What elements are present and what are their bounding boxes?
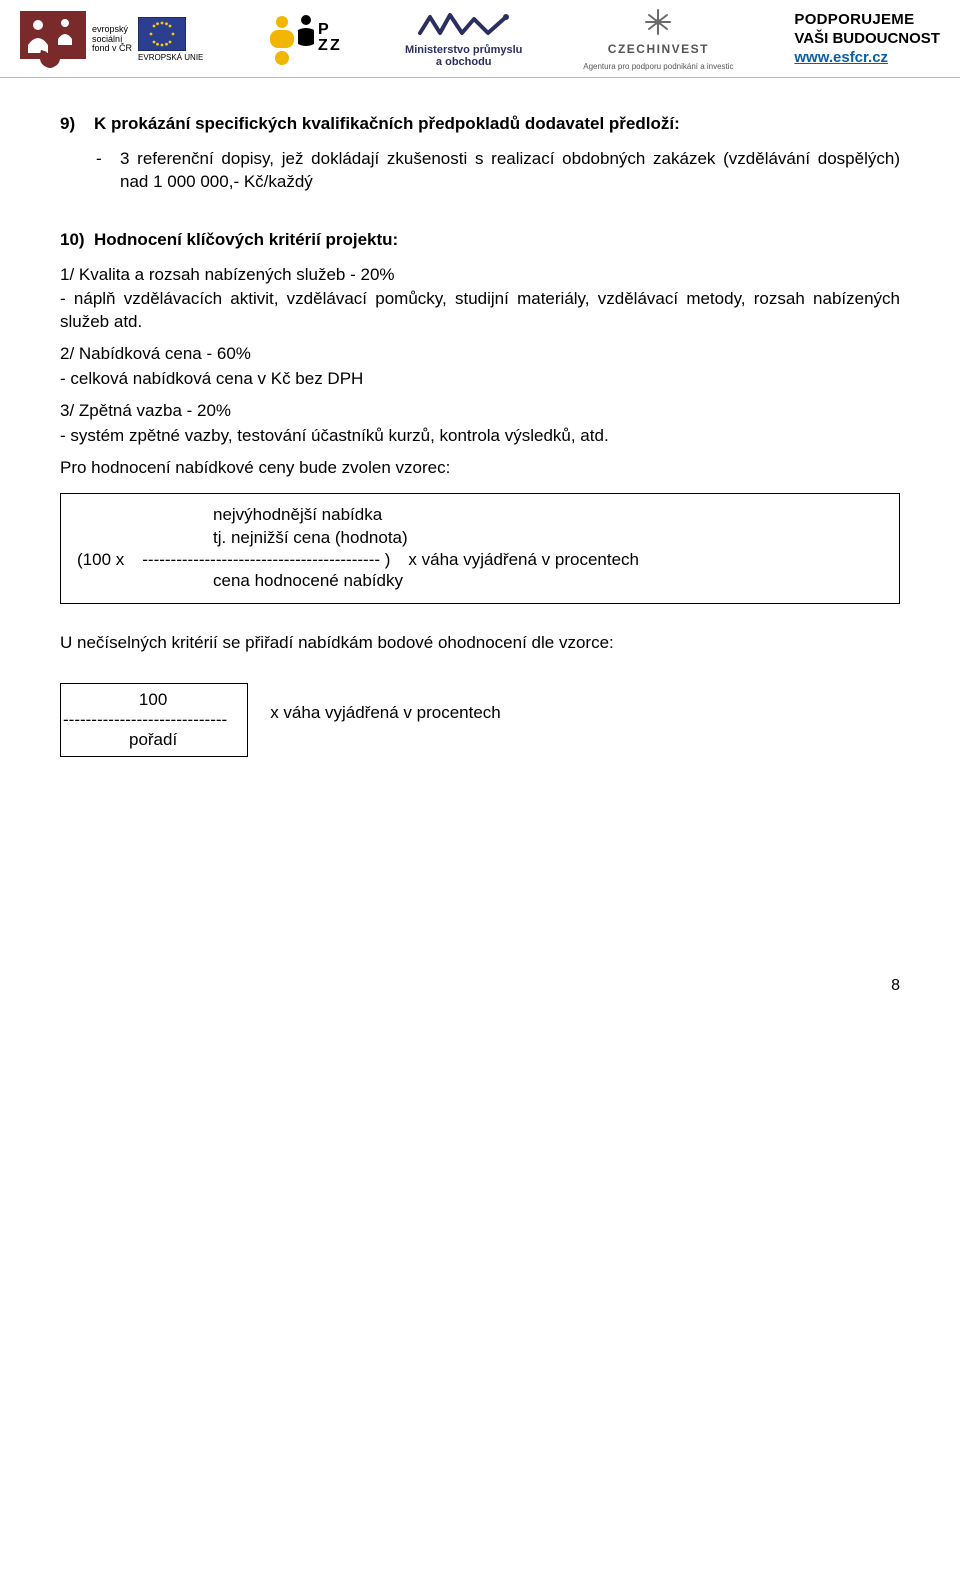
- formula-main-row: (100 x ---------------------------------…: [77, 550, 883, 570]
- criterion-2-desc: - celková nabídková cena v Kč bez DPH: [60, 368, 900, 390]
- formula2-top: 100: [79, 690, 227, 710]
- support-line-2: VAŠI BUDOUCNOST: [794, 30, 940, 49]
- formula-intro: Pro hodnocení nabídkové ceny bude zvolen…: [60, 457, 900, 479]
- section-10-heading: 10) Hodnocení klíčových kritérií projekt…: [60, 230, 900, 250]
- esf-eu-logo-block: evropský sociální fond v ČR EVROPSKÁ UNI…: [20, 11, 203, 69]
- mpo-logo-block: Ministerstvo průmyslu a obchodu: [405, 11, 522, 68]
- esf-logo-icon: [20, 11, 86, 69]
- section-9-title: K prokázání specifických kvalifikačních …: [94, 114, 900, 134]
- section-10-title: Hodnocení klíčových kritérií projektu:: [94, 230, 900, 250]
- czechinvest-logo-block: CZECHINVEST Agentura pro podporu podniká…: [583, 8, 733, 71]
- criterion-1-desc: - náplň vzdělávacích aktivit, vzdělávací…: [60, 288, 900, 333]
- price-formula-box: nejvýhodnější nabídka tj. nejnižší cena …: [60, 493, 900, 604]
- page-number: 8: [60, 977, 900, 995]
- svg-text:P: P: [318, 21, 329, 38]
- czechinvest-logo-icon: [638, 8, 678, 36]
- esf-text-label: evropský sociální fond v ČR: [92, 25, 132, 55]
- section-10-number: 10): [60, 230, 94, 250]
- eu-label: EVROPSKÁ UNIE: [138, 53, 203, 62]
- formula2-denom: pořadí: [79, 730, 227, 750]
- section-9-bullets: 3 referenční dopisy, jež dokládají zkuše…: [60, 148, 900, 194]
- criterion-1-line: 1/ Kvalita a rozsah nabízených služeb - …: [60, 264, 900, 286]
- formula-numerator: nejvýhodnější nabídka tj. nejnižší cena …: [77, 504, 883, 550]
- mpo-line: Ministerstvo průmyslu: [405, 45, 522, 57]
- formula-divider-line: ----------------------------------------…: [142, 550, 390, 570]
- criterion-2-line: 2/ Nabídková cena - 60%: [60, 343, 900, 365]
- formula2-suffix: x váha vyjádřená v procentech: [270, 703, 501, 723]
- czechinvest-sub: Agentura pro podporu podnikání a investi…: [583, 62, 733, 71]
- section-9-number: 9): [60, 114, 94, 134]
- esf-label-line: fond v ČR: [92, 44, 132, 54]
- mpo-logo-icon: [416, 11, 512, 39]
- formula-prefix: (100 x: [77, 550, 124, 570]
- formula-denominator: cena hodnocené nabídky: [77, 570, 883, 593]
- list-item: 3 referenční dopisy, jež dokládají zkuše…: [120, 148, 900, 194]
- support-link[interactable]: www.esfcr.cz: [794, 49, 940, 68]
- document-body: 9) K prokázání specifických kvalifikační…: [0, 114, 960, 1035]
- mpo-text: Ministerstvo průmyslu a obchodu: [405, 45, 522, 68]
- svg-text:Z: Z: [318, 37, 328, 54]
- eu-flag-block: EVROPSKÁ UNIE: [138, 17, 203, 62]
- svg-text:Z: Z: [330, 37, 340, 54]
- formula-top-line-2: tj. nejnižší cena (hodnota): [213, 527, 883, 550]
- nonnum-formula-box: 100 ----------------------------- pořadí: [60, 683, 248, 757]
- support-line-1: PODPORUJEME: [794, 11, 940, 30]
- support-text-block: PODPORUJEME VAŠI BUDOUCNOST www.esfcr.cz: [794, 11, 940, 67]
- formula-suffix: x váha vyjádřená v procentech: [408, 550, 639, 570]
- criterion-3-desc: - systém zpětné vazby, testování účastní…: [60, 425, 900, 447]
- czechinvest-name: CZECHINVEST: [608, 42, 709, 56]
- formula-top-line-1: nejvýhodnější nabídka: [213, 504, 883, 527]
- nonnum-intro: U nečíselných kritérií se přiřadí nabídk…: [60, 632, 900, 654]
- pzz-logo-block: P Z Z: [264, 12, 344, 68]
- eu-flag-icon: [138, 17, 186, 51]
- pzz-logo-icon: P Z Z: [264, 12, 344, 68]
- section-9-heading: 9) K prokázání specifických kvalifikační…: [60, 114, 900, 134]
- mpo-line: a obchodu: [405, 57, 522, 69]
- doc-header-band: evropský sociální fond v ČR EVROPSKÁ UNI…: [0, 0, 960, 78]
- formula2-divider: -----------------------------: [63, 710, 227, 730]
- criterion-3-line: 3/ Zpětná vazba - 20%: [60, 400, 900, 422]
- nonnum-formula-row: 100 ----------------------------- pořadí…: [60, 669, 900, 757]
